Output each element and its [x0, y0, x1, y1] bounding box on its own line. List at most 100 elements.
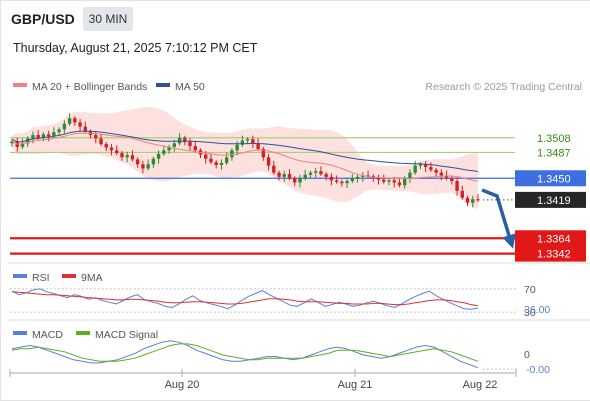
support-label: 1.3342 — [537, 249, 571, 261]
pivot-label-box — [515, 170, 586, 187]
resistance-label: 1.3508 — [537, 133, 571, 145]
candle-body — [361, 175, 365, 177]
candle-body — [450, 178, 454, 182]
legend-swatch-ma20 — [13, 83, 27, 87]
candle-body — [298, 178, 302, 183]
candle-body — [319, 171, 323, 175]
candle-body — [73, 118, 77, 123]
macd-signal-line — [11, 343, 479, 362]
x-tick-label: Aug 22 — [463, 379, 498, 391]
legend-label-9ma: 9MA — [81, 272, 103, 284]
candle-body — [99, 138, 103, 145]
candle-body — [20, 143, 25, 147]
candle-body — [266, 157, 271, 166]
forecast-arrow — [481, 188, 516, 249]
rsi-level-label: 30 — [524, 307, 536, 319]
candle-body — [36, 134, 40, 138]
candle-body — [177, 137, 182, 144]
rsi-line — [11, 288, 479, 310]
candle-body — [214, 162, 218, 165]
legend-swatch-rsi — [13, 274, 27, 278]
legend-swatch-9ma — [62, 274, 76, 278]
candle-body — [115, 150, 119, 154]
rsi-current-value: 36.00 — [524, 304, 550, 316]
candle-body — [423, 164, 428, 168]
legend-label-ma20: MA 20 + Bollinger Bands — [32, 81, 147, 93]
candle-body — [57, 129, 61, 133]
candle-body — [434, 169, 438, 173]
candle-body — [334, 180, 339, 182]
candle-body — [104, 144, 108, 148]
candle-body — [46, 134, 51, 137]
candle-body — [455, 181, 459, 191]
support-label-box — [515, 245, 586, 262]
price-panel: MA 20 + Bollinger Bands MA 50 Research © 2… — [10, 81, 586, 262]
candle-body — [345, 181, 349, 184]
candle-body — [83, 126, 88, 132]
candle-body — [413, 165, 417, 173]
support-label-box — [515, 230, 586, 247]
candle-body — [376, 178, 381, 180]
legend-swatch-macd-signal — [76, 331, 90, 335]
candle-body — [224, 157, 229, 163]
candle-body — [429, 167, 433, 170]
time-axis: Aug 20 Aug 21 Aug 22 — [9, 369, 517, 391]
candle-body — [125, 155, 129, 158]
ma20-line — [11, 132, 479, 182]
bollinger-band — [12, 106, 478, 210]
candle-body — [293, 178, 297, 183]
candle-body — [282, 174, 286, 177]
current-price-box — [515, 191, 586, 208]
candle-body — [277, 172, 281, 177]
macd-zero-label: 0 — [524, 349, 530, 361]
candle-body — [94, 134, 98, 139]
candle-body — [251, 139, 255, 144]
candle-body — [460, 190, 464, 198]
candle-body — [444, 175, 449, 179]
candle-body — [230, 150, 234, 158]
candle-body — [130, 155, 135, 160]
legend-swatch-macd — [13, 331, 27, 335]
candle-body — [382, 179, 386, 182]
candle-body — [219, 162, 224, 165]
candle-body — [141, 164, 145, 169]
legend-label-rsi: RSI — [32, 272, 50, 284]
timeframe-badge[interactable]: 30 MIN — [83, 7, 133, 31]
symbol-title: GBP/USD — [11, 11, 75, 27]
candle-body — [62, 123, 67, 130]
candle-body — [471, 199, 475, 203]
candle-body — [31, 134, 35, 139]
candle-body — [408, 172, 412, 179]
rsi-level-label: 70 — [524, 284, 536, 296]
legend-label-ma50: MA 50 — [175, 81, 205, 93]
rsi-9ma-line — [11, 291, 479, 307]
candle-body — [146, 164, 150, 169]
watermark: Research © 2025 Trading Central — [425, 81, 582, 93]
candle-body — [162, 150, 166, 154]
macd-line — [11, 340, 479, 369]
candle-body — [272, 165, 276, 173]
candle-body — [350, 178, 355, 182]
candle-body — [151, 158, 156, 165]
candle-body — [324, 174, 328, 177]
resistance-label: 1.3487 — [537, 147, 571, 159]
candle-body — [167, 146, 171, 151]
candle-body — [418, 164, 423, 166]
candle-body — [109, 147, 114, 151]
candle-body — [172, 143, 177, 147]
candle-body — [41, 134, 46, 138]
x-tick-label: Aug 21 — [338, 379, 373, 391]
ma50-line — [11, 130, 479, 172]
candle-body — [10, 141, 14, 144]
candle-body — [308, 172, 313, 175]
candle-body — [245, 139, 250, 141]
candle-body — [256, 143, 260, 149]
chart-datetime: Thursday, August 21, 2025 7:10:12 PM CET — [13, 41, 258, 55]
candle-body — [340, 181, 344, 184]
candle-body — [439, 172, 444, 176]
legend-label-macd-signal: MACD Signal — [95, 329, 158, 341]
candle-body — [392, 180, 396, 183]
candle-body — [355, 176, 360, 179]
candle-body — [78, 122, 82, 127]
candle-body — [183, 137, 187, 142]
